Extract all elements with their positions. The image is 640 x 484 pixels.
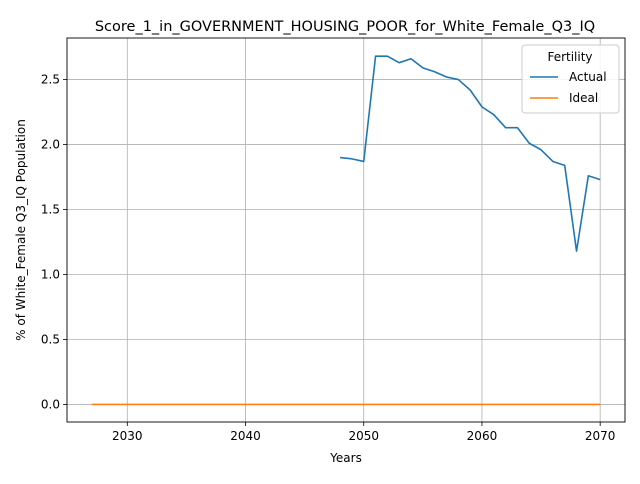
y-tick-label: 0.5 (41, 332, 60, 346)
x-tick-label: 2050 (348, 429, 379, 443)
y-tick-label: 0.0 (41, 397, 60, 411)
legend-title: Fertility (547, 50, 592, 64)
legend-box (521, 44, 620, 114)
x-tick-label: 2040 (230, 429, 261, 443)
y-tick-label: 2.5 (41, 73, 60, 87)
y-axis-label: % of White_Female Q3_IQ Population (14, 119, 28, 341)
x-axis: 2030 2040 2050 2060 2070 (112, 422, 615, 443)
legend-label-ideal: Ideal (569, 91, 598, 105)
x-tick-label: 2060 (467, 429, 498, 443)
x-tick-label: 2070 (585, 429, 616, 443)
y-tick-label: 1.5 (41, 203, 60, 217)
x-axis-label: Years (329, 451, 362, 465)
y-axis: 0.0 0.5 1.0 1.5 2.0 2.5 (41, 73, 67, 411)
series-group (91, 55, 601, 406)
y-tick-label: 2.0 (41, 138, 60, 152)
x-tick-label: 2030 (112, 429, 143, 443)
chart-title: Score_1_in_GOVERNMENT_HOUSING_POOR_for_W… (95, 19, 595, 35)
legend: Fertility Actual Ideal (521, 44, 620, 114)
series-line-actual (340, 55, 601, 252)
plot-area-frame (66, 37, 626, 423)
legend-label-actual: Actual (569, 70, 607, 84)
y-tick-label: 1.0 (41, 268, 60, 282)
